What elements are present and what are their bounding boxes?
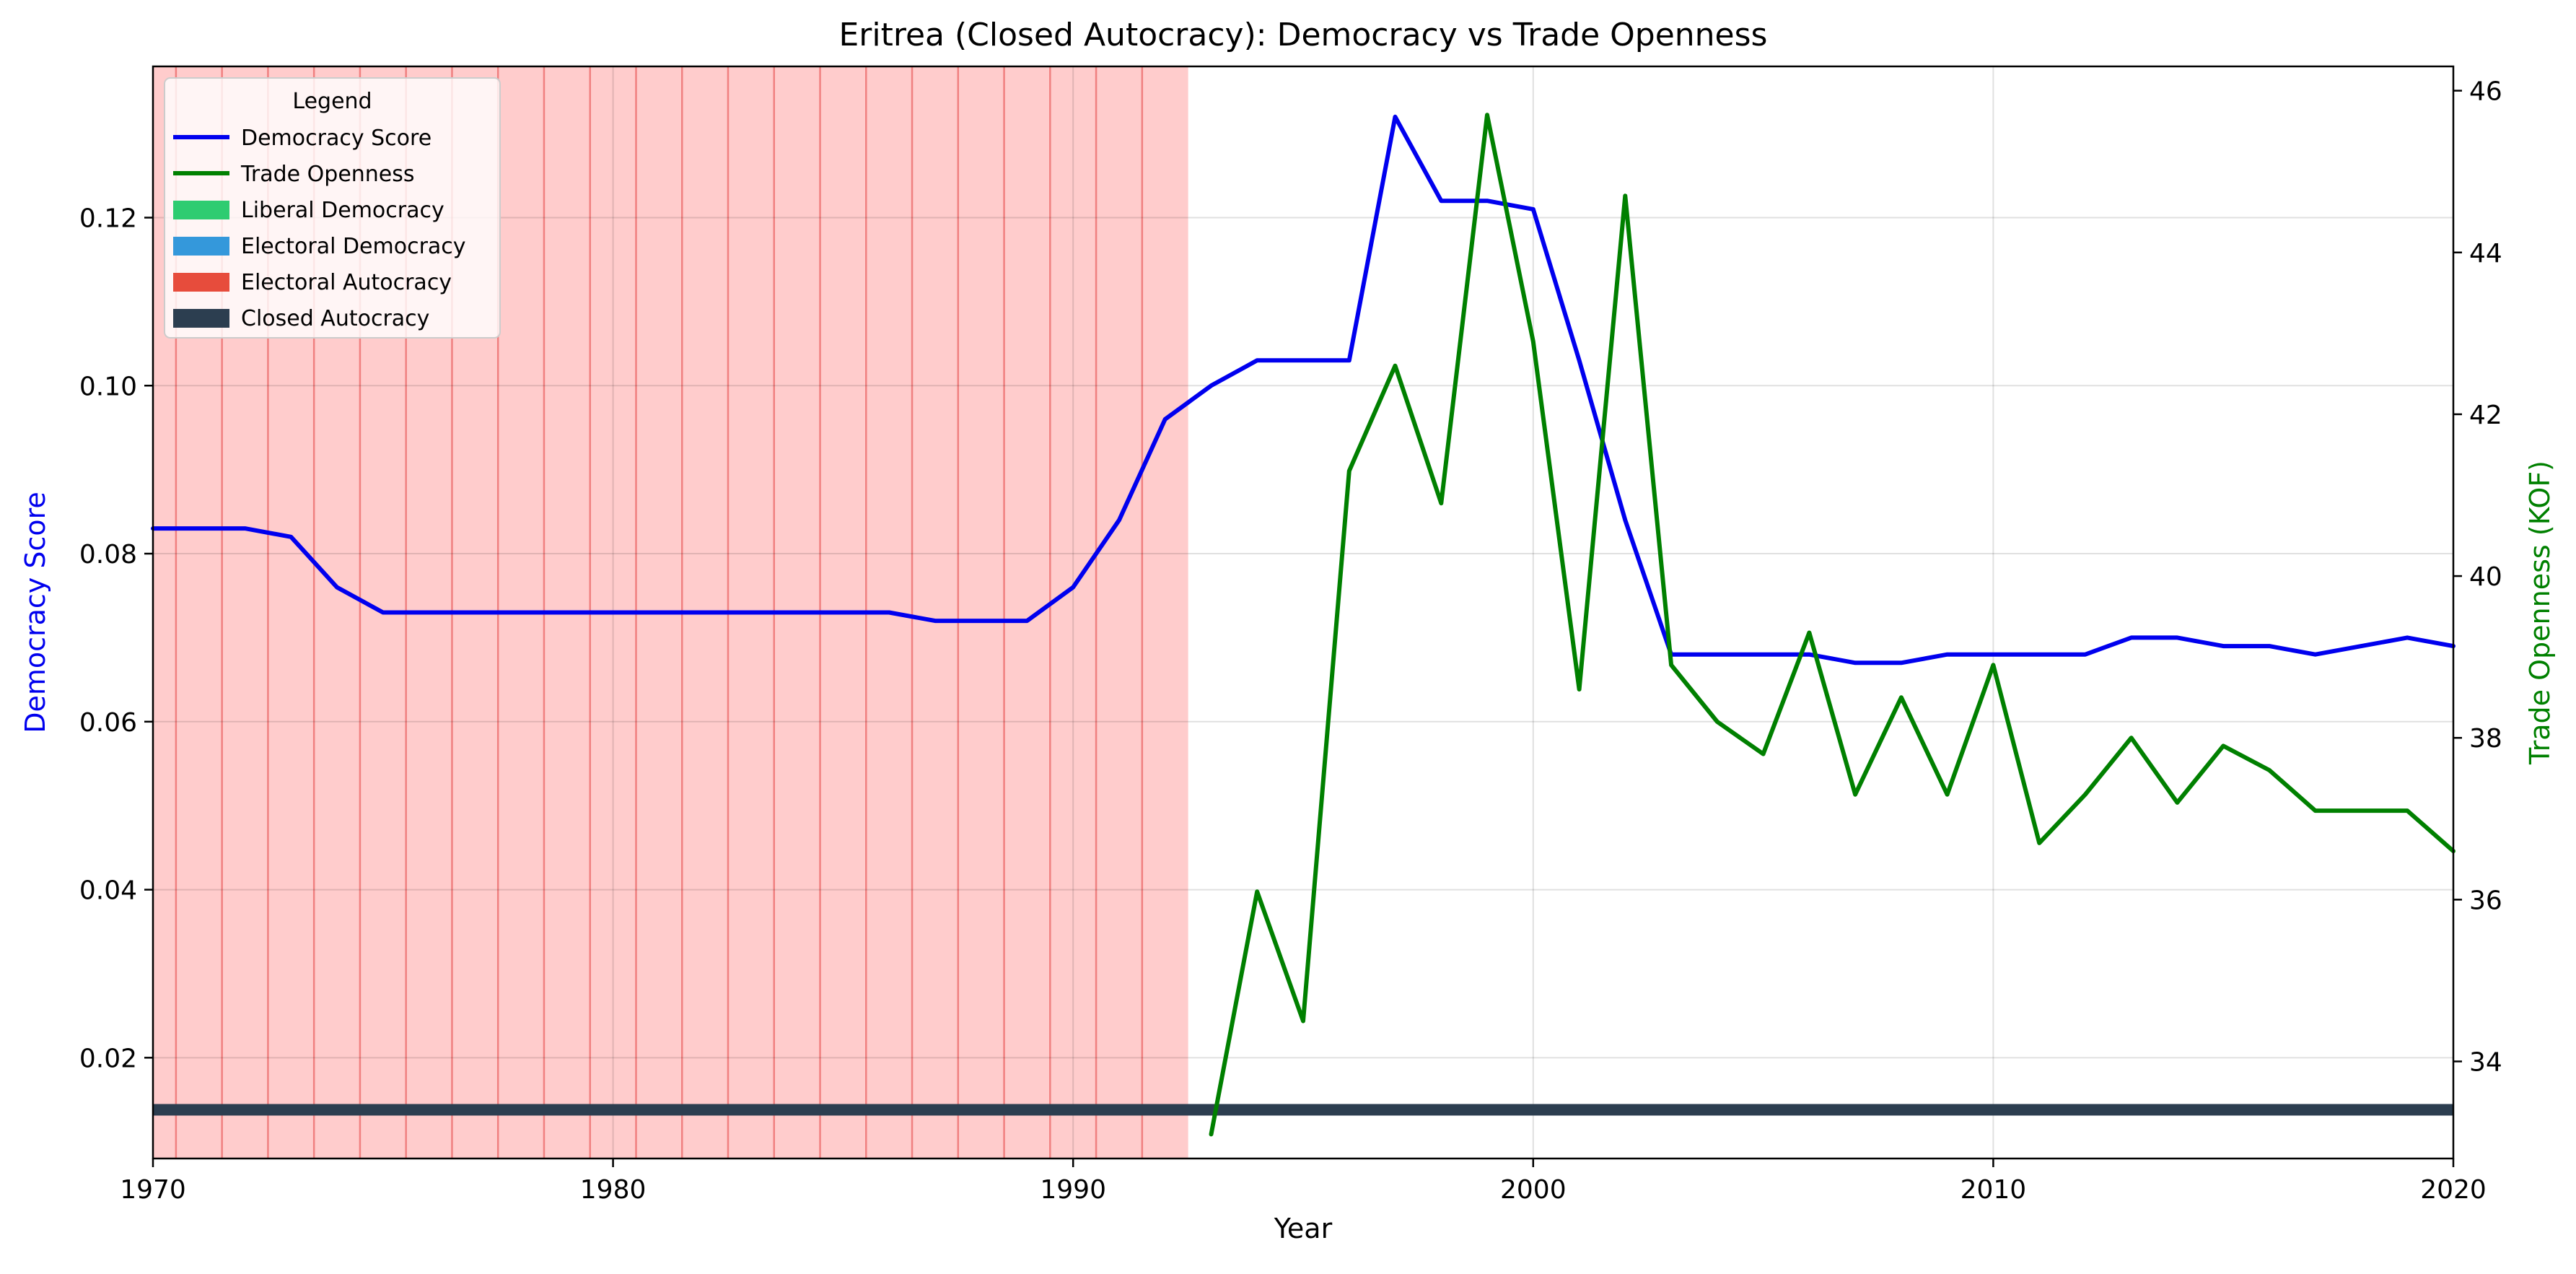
legend-entry-label: Trade Openness bbox=[240, 162, 415, 187]
legend-box bbox=[164, 77, 501, 339]
x-tick-label: 2020 bbox=[2420, 1175, 2487, 1205]
y-left-tick-label: 0.12 bbox=[79, 204, 137, 233]
y-right-tick-label: 38 bbox=[2469, 724, 2502, 754]
legend-swatch-patch bbox=[173, 273, 229, 292]
y-axis-left-title: Democracy Score bbox=[19, 492, 51, 733]
legend-entry-label: Electoral Autocracy bbox=[241, 270, 452, 295]
legend-swatch-patch bbox=[173, 309, 229, 328]
x-axis-title: Year bbox=[1274, 1213, 1333, 1244]
chart-title: Eritrea (Closed Autocracy): Democracy vs… bbox=[839, 17, 1768, 53]
legend-title: Legend bbox=[292, 89, 372, 114]
y-left-tick-label: 0.10 bbox=[79, 372, 137, 401]
y-right-tick-label: 34 bbox=[2469, 1048, 2502, 1078]
x-tick-label: 2000 bbox=[1500, 1175, 1567, 1205]
x-tick-label: 1990 bbox=[1040, 1175, 1106, 1205]
legend-swatch-patch bbox=[173, 237, 229, 256]
plot-frame bbox=[152, 65, 2455, 1160]
y-left-tick-label: 0.02 bbox=[79, 1044, 137, 1073]
y-right-tick-label: 40 bbox=[2469, 562, 2502, 592]
x-tick-label: 2010 bbox=[1961, 1175, 2027, 1205]
ticks: 1970 1980 1990 2000 2010 2020 0.02 0.04 0.06 0.08… bbox=[79, 77, 2502, 1205]
y-left-tick-label: 0.08 bbox=[79, 540, 137, 570]
legend-entry-label: Liberal Democracy bbox=[241, 198, 444, 223]
y-right-tick-label: 36 bbox=[2469, 886, 2502, 915]
legend-entry-label: Electoral Democracy bbox=[241, 234, 466, 259]
y-right-tick-label: 44 bbox=[2469, 239, 2502, 269]
legend-entry-label: Democracy Score bbox=[241, 126, 431, 151]
legend: Legend Democracy Score Trade Openness Liber… bbox=[164, 77, 501, 339]
legend-entry-label: Closed Autocracy bbox=[241, 306, 429, 331]
x-tick-label: 1980 bbox=[580, 1175, 647, 1205]
y-right-tick-label: 42 bbox=[2469, 401, 2502, 430]
y-axis-right-title: Trade Openness (KOF) bbox=[2524, 461, 2556, 765]
y-left-tick-label: 0.04 bbox=[79, 876, 137, 906]
y-right-tick-label: 46 bbox=[2469, 77, 2502, 107]
trade-openness-line bbox=[1209, 113, 2455, 1137]
y-left-tick-label: 0.06 bbox=[79, 708, 137, 738]
legend-swatch-patch bbox=[173, 201, 229, 219]
x-tick-label: 1970 bbox=[120, 1175, 186, 1205]
democracy-score-line bbox=[151, 114, 2455, 666]
series-layer bbox=[151, 113, 2455, 1137]
